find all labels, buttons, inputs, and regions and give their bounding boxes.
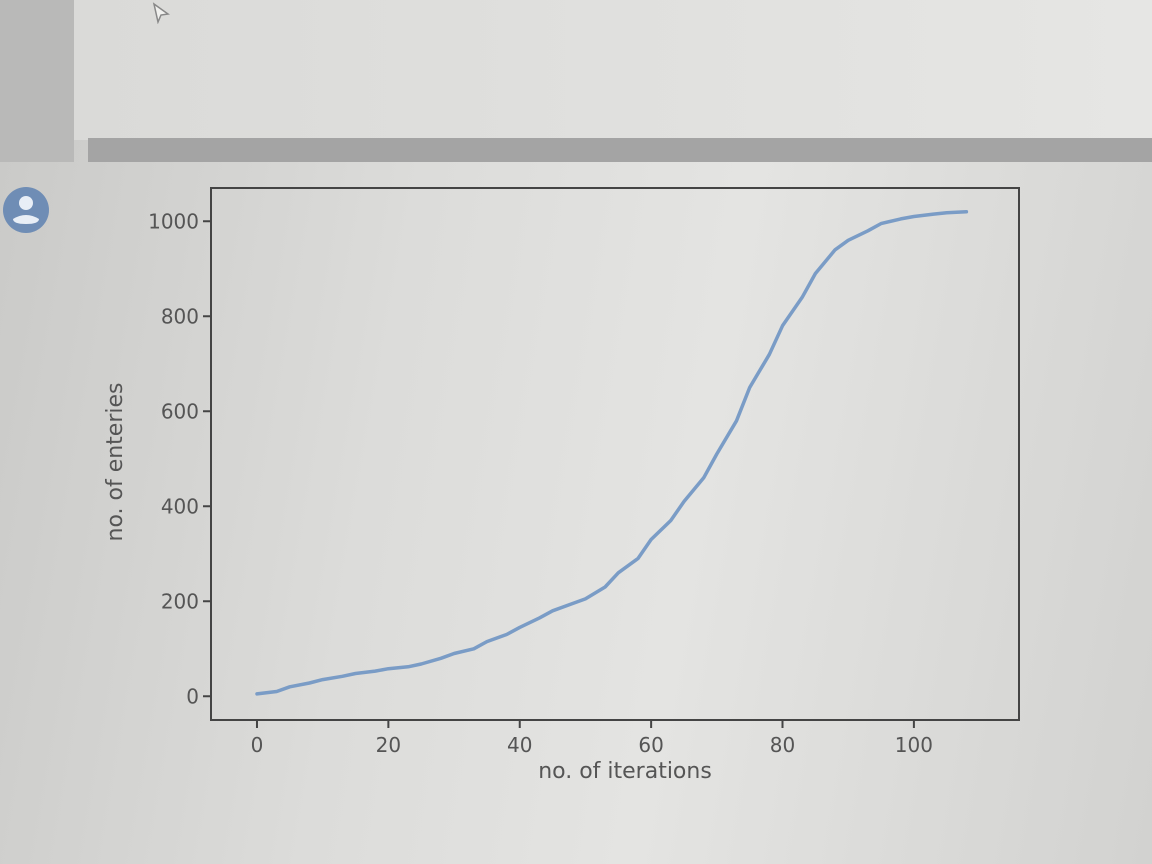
cursor-icon: [152, 2, 170, 24]
x-tick-label: 0: [251, 733, 264, 757]
x-tick-label: 40: [507, 733, 532, 757]
plot-frame: [210, 187, 1020, 721]
separator-bar: [88, 138, 1152, 162]
x-tick-label: 100: [895, 733, 933, 757]
left-gutter: [0, 0, 74, 162]
y-tick-label: 1000: [148, 209, 199, 233]
x-axis-label: no. of iterations: [538, 759, 712, 784]
y-tick-label: 0: [186, 684, 199, 708]
y-tick-label: 400: [161, 494, 199, 518]
x-tick-label: 80: [770, 733, 795, 757]
y-tick-label: 800: [161, 304, 199, 328]
y-axis-label: no. of enteries: [103, 383, 128, 542]
x-tick-label: 60: [638, 733, 663, 757]
top-panel: [74, 0, 1152, 140]
y-tick-label: 600: [161, 399, 199, 423]
y-tick-label: 200: [161, 589, 199, 613]
x-tick-label: 20: [376, 733, 401, 757]
avatar-icon[interactable]: [2, 186, 50, 234]
series-line: [255, 210, 969, 696]
